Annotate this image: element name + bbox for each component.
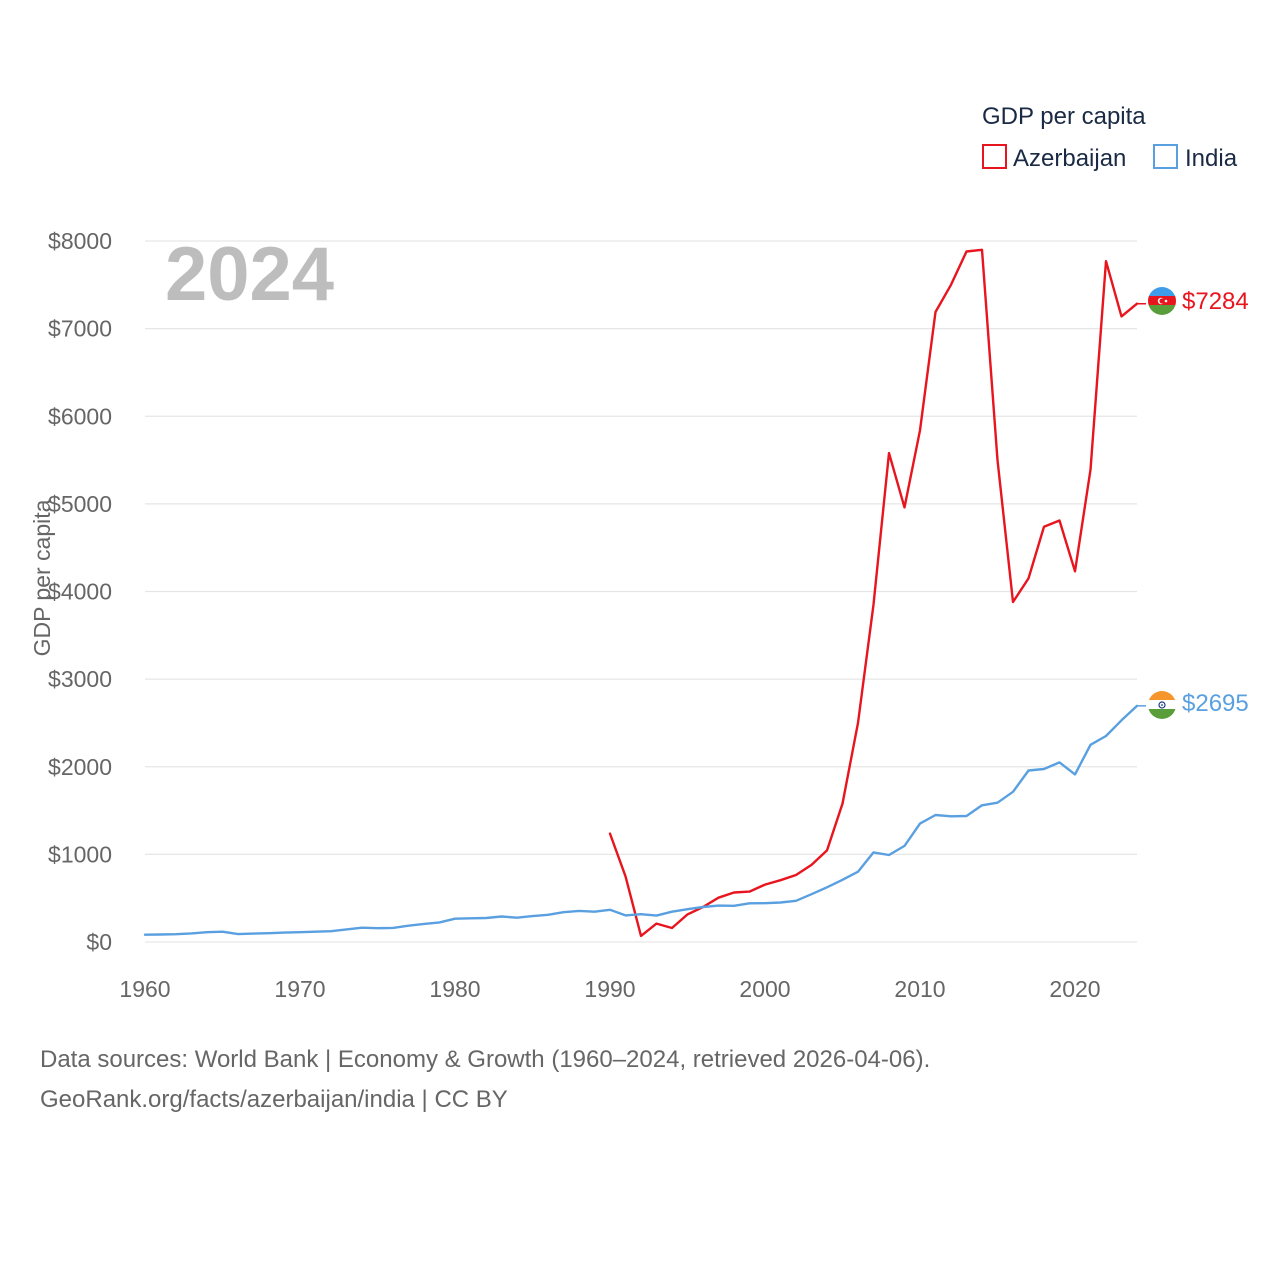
series-line-india (143, 704, 1139, 936)
y-tick-label: $3000 (48, 666, 112, 692)
y-axis-ticks: $0 $1000 $2000 $3000 $4000 $5000 $6000 $7000 $80… (48, 228, 112, 955)
india-flag-icon (1148, 691, 1176, 719)
y-axis-title: GDP per capita (29, 499, 55, 656)
azerbaijan-flag-icon (1148, 287, 1176, 315)
y-tick-label: $5000 (48, 491, 112, 517)
legend: GDP per capita Azerbaijan India (982, 103, 1238, 172)
y-tick-label: $2000 (48, 754, 112, 780)
legend-swatch-azerbaijan (982, 144, 1007, 169)
source-line-1: Data sources: World Bank | Economy & Gro… (40, 1046, 931, 1073)
x-tick-label: 1980 (429, 976, 480, 1002)
gridlines (145, 240, 1137, 943)
legend-label-india: India (1185, 145, 1238, 172)
y-tick-label: $0 (86, 929, 112, 955)
x-tick-label: 1960 (119, 976, 170, 1002)
x-tick-label: 1970 (274, 976, 325, 1002)
end-label-azerbaijan: $7284 (1182, 288, 1249, 315)
x-tick-label: 2010 (894, 976, 945, 1002)
legend-swatch-india (1153, 144, 1178, 169)
y-tick-label: $8000 (48, 228, 112, 254)
series-line-azerbaijan (608, 248, 1139, 938)
y-tick-label: $6000 (48, 403, 112, 429)
legend-label-azerbaijan: Azerbaijan (1013, 145, 1126, 172)
y-tick-label: $4000 (48, 579, 112, 605)
source-line-2: GeoRank.org/facts/azerbaijan/india | CC … (40, 1086, 508, 1113)
gdp-chart: $0 $1000 $2000 $3000 $4000 $5000 $6000 $7000 $80… (29, 103, 1249, 1002)
x-axis-ticks: 1960 1970 1980 1990 2000 2010 2020 (119, 976, 1100, 1002)
series-lines (143, 248, 1146, 938)
year-label: 2024 (165, 232, 334, 317)
x-tick-label: 2020 (1049, 976, 1100, 1002)
y-tick-label: $1000 (48, 841, 112, 867)
x-tick-label: 2000 (739, 976, 790, 1002)
source-note: Data sources: World Bank | Economy & Gro… (40, 1040, 1240, 1120)
legend-title: GDP per capita (982, 103, 1146, 130)
end-label-india: $2695 (1182, 690, 1249, 717)
x-tick-label: 1990 (584, 976, 635, 1002)
y-tick-label: $7000 (48, 316, 112, 342)
